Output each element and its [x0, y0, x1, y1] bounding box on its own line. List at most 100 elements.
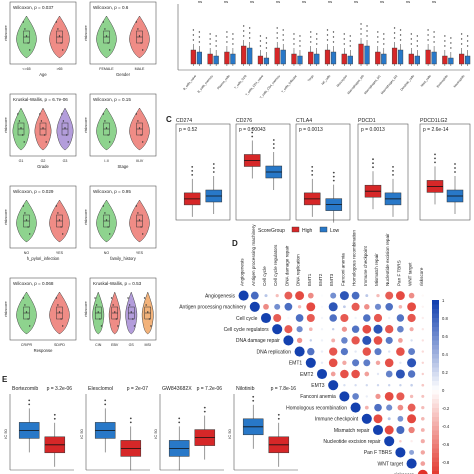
corr-circle: [410, 383, 413, 387]
violin-point: [147, 311, 149, 313]
violin-tick-label: G1: [19, 159, 24, 163]
corr-circle: [421, 394, 425, 398]
cell-box-outlier: [393, 37, 396, 39]
cell-box-outlier: [349, 40, 351, 42]
corr-circle: [339, 391, 350, 402]
violin-point: [138, 127, 141, 129]
color-scale-segment: [432, 327, 439, 332]
color-scale-segment: [432, 309, 439, 314]
gene-box-outlier: [272, 139, 275, 141]
color-scale-segment: [432, 331, 439, 337]
violin-stat-label: Wilcoxon, p = 0.95: [93, 189, 131, 194]
cell-box: [431, 51, 437, 65]
corr-circle: [362, 335, 372, 345]
violin-point: [65, 134, 68, 136]
color-scale-segment: [432, 426, 439, 431]
corr-circle: [374, 303, 382, 310]
corr-circle: [384, 358, 394, 368]
cell-box-outlier: [226, 41, 228, 43]
gene-box-outlier: [251, 135, 254, 138]
corr-row-label: Cell cycle: [236, 316, 258, 322]
cell-box-outlier: [198, 36, 201, 38]
significance-label: ns: [432, 0, 436, 4]
violin-point: [99, 318, 101, 320]
cell-box-outlier: [399, 29, 402, 31]
corr-circle: [306, 313, 315, 323]
color-scale-segment: [432, 340, 439, 346]
corr-circle: [375, 393, 381, 400]
corr-col-label: Antigen processing machinery: [251, 224, 256, 286]
cell-box-outlier: [433, 41, 435, 43]
corr-circle: [340, 369, 349, 379]
legend-low-swatch: [319, 226, 328, 233]
cell-box-outlier: [410, 38, 413, 40]
cell-box-outlier: [310, 36, 312, 38]
corr-circle: [329, 314, 337, 322]
cell-box-outlier: [466, 35, 469, 37]
corr-circle: [363, 359, 371, 367]
cell-box: [459, 53, 465, 65]
cell-box-outlier: [198, 31, 201, 33]
cell-box-outlier: [332, 36, 335, 38]
corr-circle: [249, 301, 260, 312]
gene-box-outlier: [212, 167, 215, 169]
violin-point: [27, 226, 29, 228]
corr-circle: [398, 338, 403, 343]
corr-circle: [376, 372, 380, 376]
corr-circle: [420, 439, 425, 444]
corr-circle: [421, 339, 424, 342]
cell-box: [397, 49, 404, 65]
corr-circle: [341, 326, 348, 332]
violin-xlabel: Age: [39, 72, 47, 77]
corr-circle: [362, 324, 372, 334]
cell-box-outlier: [383, 33, 385, 35]
cell-box-outlier: [366, 30, 368, 32]
violin-stat-label: Kruskal-Wallis, p = 0.53: [93, 281, 142, 286]
violin-point: [105, 127, 108, 129]
corr-circle: [342, 360, 347, 365]
cell-box: [391, 47, 398, 65]
corr-circle: [354, 350, 357, 353]
color-scale-segment: [432, 412, 439, 418]
violin-ylabel: riskscore: [4, 117, 8, 132]
corr-circle: [409, 394, 414, 399]
corr-circle: [351, 369, 360, 379]
corr-circle: [320, 305, 324, 308]
drug-box-outlier: [178, 417, 181, 420]
cell-box-outlier: [226, 36, 228, 38]
cell-box-outlier: [383, 43, 385, 45]
violin-point: [57, 212, 59, 214]
corr-row-label: EMT1: [289, 361, 303, 367]
violin-point: [43, 134, 46, 136]
color-scale-segment: [432, 322, 439, 328]
corr-circle: [320, 339, 324, 342]
gene-p-value: p = 0.52: [179, 127, 197, 133]
color-scale-segment: [432, 466, 439, 472]
cell-box: [241, 45, 247, 65]
corr-col-label: Nucleotide excision repair: [385, 233, 390, 286]
gene-box-outlier: [332, 179, 335, 182]
corr-circle: [372, 424, 384, 436]
corr-circle: [373, 324, 383, 334]
corr-circle: [407, 313, 416, 323]
cell-box-outlier: [248, 37, 251, 39]
corr-row-label: Pan F TBRS: [364, 450, 393, 456]
violin-point: [29, 49, 31, 51]
corr-circle: [365, 384, 368, 387]
corr-circle: [399, 439, 402, 443]
color-scale-segment: [432, 462, 439, 467]
color-scale-tick: -0.4: [442, 424, 450, 429]
violin-point: [135, 113, 137, 115]
corr-circle: [354, 384, 357, 387]
cell-box-outlier: [293, 43, 295, 45]
color-scale-segment: [432, 372, 439, 377]
violin-point: [55, 297, 57, 299]
cell-box-outlier: [410, 33, 413, 35]
cell-box-outlier: [310, 41, 312, 43]
cell-box: [314, 53, 320, 65]
corr-circle: [421, 294, 424, 297]
violin-point: [107, 42, 109, 44]
cell-box-outlier: [248, 27, 251, 29]
violin-point: [100, 325, 103, 327]
corr-circle: [398, 304, 403, 309]
